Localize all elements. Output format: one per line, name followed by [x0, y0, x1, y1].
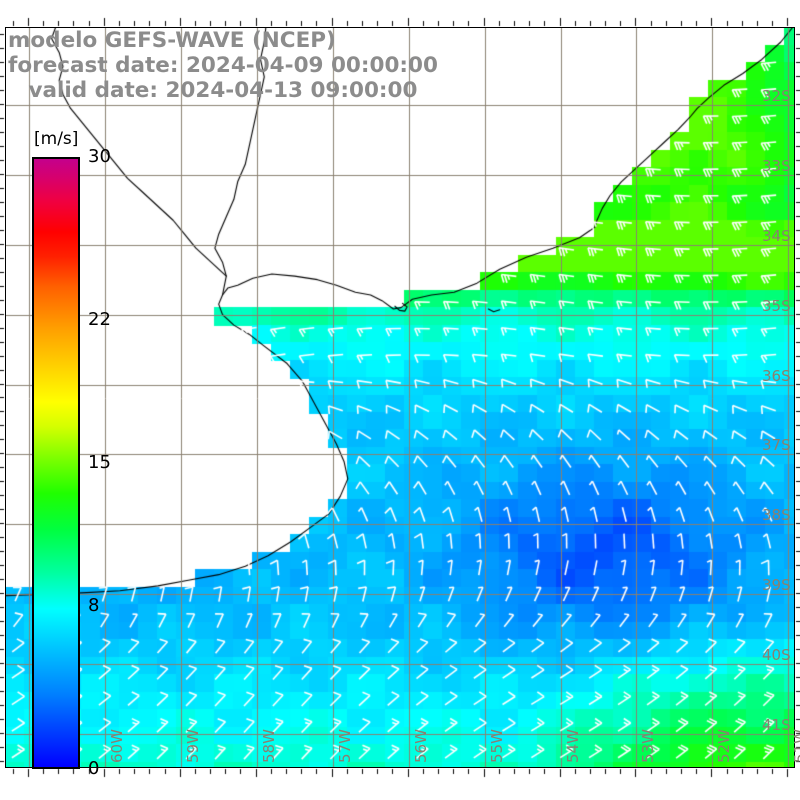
colorbar-tick-15: 15: [88, 452, 111, 473]
lon-tick-60W: 60W: [107, 729, 126, 763]
lon-tick-54W: 54W: [563, 729, 582, 763]
lon-tick-51W: 51W: [791, 729, 800, 763]
lat-tick-39S: 39S: [762, 576, 791, 595]
valid-date: valid date: 2024-04-13 09:00:00: [28, 78, 418, 103]
lat-tick-37S: 37S: [762, 436, 791, 455]
wind-barb-layer: [6, 28, 794, 767]
lat-tick-34S: 34S: [762, 226, 791, 245]
lon-tick-57W: 57W: [335, 729, 354, 763]
lat-tick-40S: 40S: [762, 646, 791, 665]
lat-tick-33S: 33S: [762, 156, 791, 175]
lon-tick-52W: 52W: [715, 729, 734, 763]
lon-tick-59W: 59W: [183, 729, 202, 763]
lat-tick-35S: 35S: [762, 296, 791, 315]
lon-tick-56W: 56W: [411, 729, 430, 763]
colorbar: [m/s] 30 22 15 8 0: [32, 129, 111, 779]
forecast-date: forecast date: 2024-04-09 00:00:00: [8, 53, 438, 78]
colorbar-tick-8: 8: [88, 594, 100, 616]
lon-tick-58W: 58W: [259, 729, 278, 763]
colorbar-tick-22: 22: [88, 309, 111, 331]
lon-tick-55W: 55W: [487, 729, 506, 763]
model-title: modelo GEFS-WAVE (NCEP): [8, 28, 336, 53]
lat-tick-36S: 36S: [762, 366, 791, 385]
lon-tick-53W: 53W: [639, 729, 658, 763]
lat-tick-41S: 41S: [762, 716, 791, 735]
map-canvas: [6, 28, 794, 767]
colorbar-tick-30: 30: [88, 146, 111, 167]
map-title-block: modelo GEFS-WAVE (NCEP) forecast date: 2…: [8, 28, 438, 103]
lat-tick-38S: 38S: [762, 506, 791, 525]
map-frame[interactable]: [5, 27, 795, 768]
colorbar-gradient: [32, 157, 80, 769]
lat-tick-32S: 32S: [762, 86, 791, 105]
colorbar-tick-0: 0: [88, 758, 100, 779]
